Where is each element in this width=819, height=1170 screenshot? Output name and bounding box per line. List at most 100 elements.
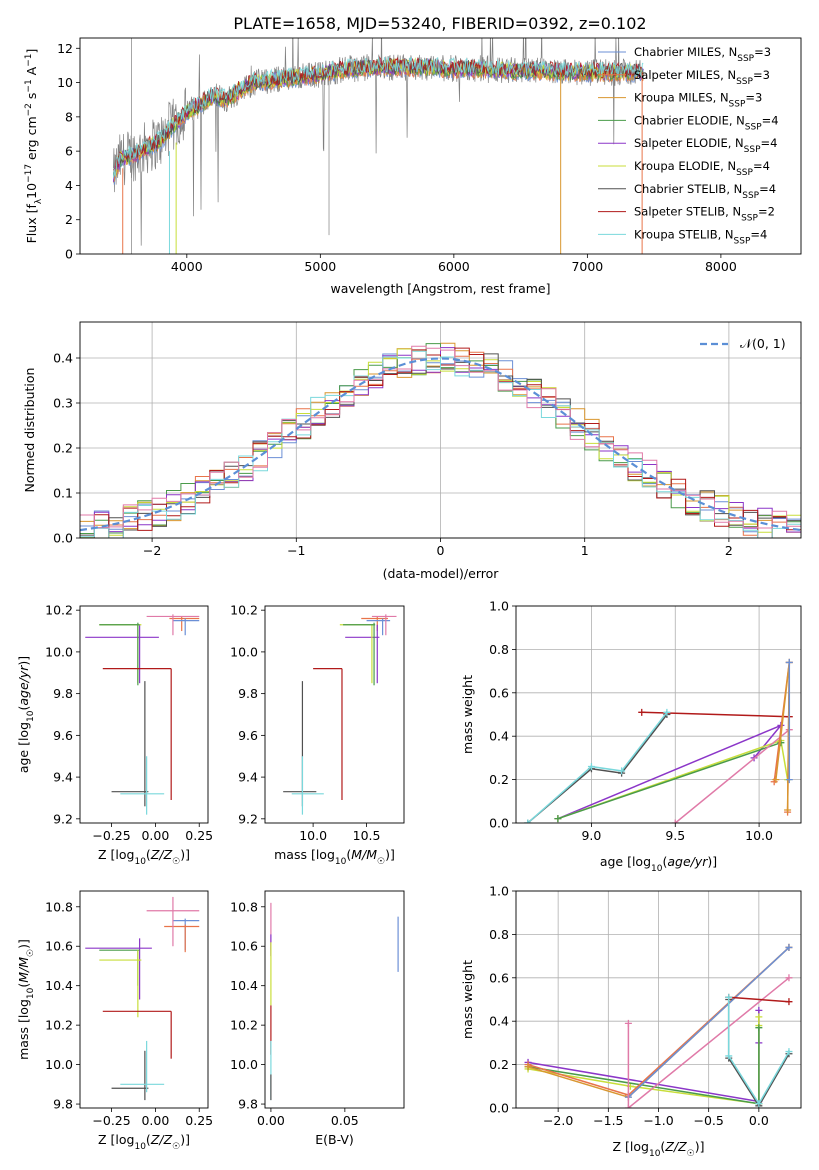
residuals-ytick-label: 0.0 <box>53 531 73 546</box>
mass-weight-line <box>557 741 782 820</box>
weight_vs_age-ytick-label: 1.0 <box>489 599 509 614</box>
mass_vs_Z-ytick-label: 10.2 <box>45 1018 73 1033</box>
spectrum-ytick-label: 10 <box>57 75 73 90</box>
age_vs_Z-ytick-label: 9.4 <box>53 770 73 785</box>
age_vs_Z-xtick-label: 0.25 <box>185 828 213 843</box>
age_vs_mass-ytick-label: 10.2 <box>230 603 258 618</box>
weight_vs_Z-xtick-label: 0.0 <box>749 1113 769 1128</box>
weight_vs_age-ytick-label: 0.6 <box>489 685 509 700</box>
mass-weight-marker <box>755 1013 763 1021</box>
mass_vs_ebv-xtick-label: 0.00 <box>257 1113 285 1128</box>
mass-weight-marker <box>755 1100 763 1108</box>
spectrum-ylabel: Flux [fλ10−17 erg cm−2 s−1 A−1] <box>24 49 44 244</box>
age_vs_Z-xtick-label: −0.25 <box>92 828 130 843</box>
mass-weight-marker <box>663 708 671 716</box>
figure-title: PLATE=1658, MJD=53240, FIBERID=0392, z=0… <box>233 14 646 33</box>
age_vs_mass-frame <box>264 605 405 824</box>
spectrum-ytick-label: 12 <box>57 41 73 56</box>
residual-histogram-step <box>80 345 801 529</box>
age_vs_Z-ylabel: age [log10(age/yr)] <box>16 656 36 773</box>
mass-weight-line <box>527 711 668 823</box>
residuals-ytick-label: 0.2 <box>53 441 73 456</box>
age_vs_Z-ytick-label: 10.0 <box>45 644 73 659</box>
weight_vs_age-ytick-label: 0.0 <box>489 816 509 831</box>
mass-weight-marker <box>725 993 733 1001</box>
mass-weight-line <box>727 997 790 1106</box>
weight_vs_age-ylabel: mass weight <box>460 675 475 754</box>
model-spectrum-line <box>112 56 644 178</box>
weight_vs_Z-ytick-label: 0.6 <box>489 970 509 985</box>
spectrum-frame <box>79 37 802 255</box>
mass_vs_Z-frame <box>79 890 209 1109</box>
residuals-ytick-label: 0.3 <box>53 396 73 411</box>
mass-weight-marker <box>785 998 793 1006</box>
spectrum-ytick-label: 4 <box>65 178 73 193</box>
legend-label: Chabrier ELODIE, NSSP=4 <box>634 113 779 132</box>
age_vs_mass-xtick-label: 10.5 <box>353 828 381 843</box>
spectrum-xtick-label: 6000 <box>438 259 470 274</box>
mass_vs_ebv-ytick-label: 10.4 <box>230 978 258 993</box>
mass_vs_ebv-frame <box>264 890 405 1109</box>
weight_vs_Z-ytick-label: 0.8 <box>489 927 509 942</box>
mass-weight-marker <box>624 1019 632 1027</box>
residuals-frame <box>79 321 802 539</box>
grid-layer <box>80 322 801 1109</box>
weight_vs_age-xtick-label: 9.5 <box>665 828 685 843</box>
mass-weight-line <box>527 1027 760 1105</box>
residuals-ylabel: Normed distribution <box>22 368 37 493</box>
mass-weight-marker <box>524 819 532 823</box>
mass-weight-marker <box>755 1024 763 1032</box>
weight_vs_Z-ytick-label: 0.4 <box>489 1014 509 1029</box>
weight_vs_age-xtick-label: 9.0 <box>581 828 601 843</box>
age_vs_Z-ytick-label: 9.2 <box>53 811 73 826</box>
mass-weight-marker <box>638 708 646 716</box>
residuals-xtick-label: 0 <box>437 543 445 558</box>
mass-weight-line <box>674 729 790 823</box>
weight_vs_age-xtick-label: 10.0 <box>745 828 773 843</box>
legend-label: Chabrier MILES, NSSP=3 <box>634 45 771 64</box>
weight_vs_age-ytick-label: 0.4 <box>489 729 509 744</box>
mass-weight-marker <box>785 658 793 666</box>
mass-weight-marker <box>624 1104 632 1108</box>
mass_vs_ebv-errorbars <box>270 902 399 1101</box>
mass_vs_Z-ytick-label: 10.6 <box>45 939 73 954</box>
weight_vs_Z-xlabel: Z [log10(Z/Z☉)] <box>613 1139 705 1159</box>
age_vs_mass-xlabel: mass [log10(M/M☉)] <box>274 847 395 867</box>
residuals-xtick-label: 2 <box>725 543 733 558</box>
residuals-ytick-label: 0.4 <box>53 351 73 366</box>
age_vs_Z-ytick-label: 9.6 <box>53 728 73 743</box>
spectrum-plot <box>112 38 644 254</box>
legend-label: Kroupa ELODIE, NSSP=4 <box>634 159 770 178</box>
spectrum-xtick-label: 5000 <box>304 259 336 274</box>
legend-label: 𝒩(0, 1) <box>740 336 786 351</box>
mass-weight-marker <box>785 776 793 784</box>
legend-label: Salpeter STELIB, NSSP=2 <box>634 205 775 224</box>
spectrum-ytick-label: 6 <box>65 144 73 159</box>
mass-weight-line <box>627 946 790 1098</box>
mass_vs_ebv-xlabel: E(B-V) <box>315 1132 354 1147</box>
legend-label: Chabrier STELIB, NSSP=4 <box>634 182 776 201</box>
mass-weight-marker <box>785 943 793 951</box>
weight_vs_Z-xtick-label: −1.5 <box>593 1113 623 1128</box>
age_vs_mass-ytick-label: 9.4 <box>238 770 258 785</box>
mass-weight-marker <box>772 776 780 784</box>
mass-weight-marker <box>785 974 793 982</box>
weight_vs_age-xlabel: age [log10(age/yr)] <box>600 854 717 874</box>
mass-weight-marker <box>524 1063 532 1071</box>
mass-weight-marker <box>785 1048 793 1056</box>
weight_vs_Z-xtick-label: −1.0 <box>643 1113 673 1128</box>
observed-spectrum-line <box>113 38 641 246</box>
weight_vs_age-frame <box>515 605 802 824</box>
age_vs_mass-ytick-label: 9.2 <box>238 811 258 826</box>
mass_vs_ebv-ytick-label: 10.6 <box>230 939 258 954</box>
age_vs_mass-ytick-label: 9.6 <box>238 728 258 743</box>
mass_vs_Z-ylabel: mass [log10(M/M☉)] <box>16 939 36 1060</box>
age_vs_Z-xlabel: Z [log10(Z/Z☉)] <box>98 847 190 867</box>
spectrum-xtick-label: 8000 <box>705 259 737 274</box>
mass_vs_ebv-ytick-label: 10.2 <box>230 1018 258 1033</box>
mass-weight-marker <box>784 806 792 814</box>
mass_vs_Z-xtick-label: 0.00 <box>141 1113 169 1128</box>
weight_vs_Z-ytick-label: 0.2 <box>489 1057 509 1072</box>
age_vs_Z-ytick-label: 10.2 <box>45 603 73 618</box>
